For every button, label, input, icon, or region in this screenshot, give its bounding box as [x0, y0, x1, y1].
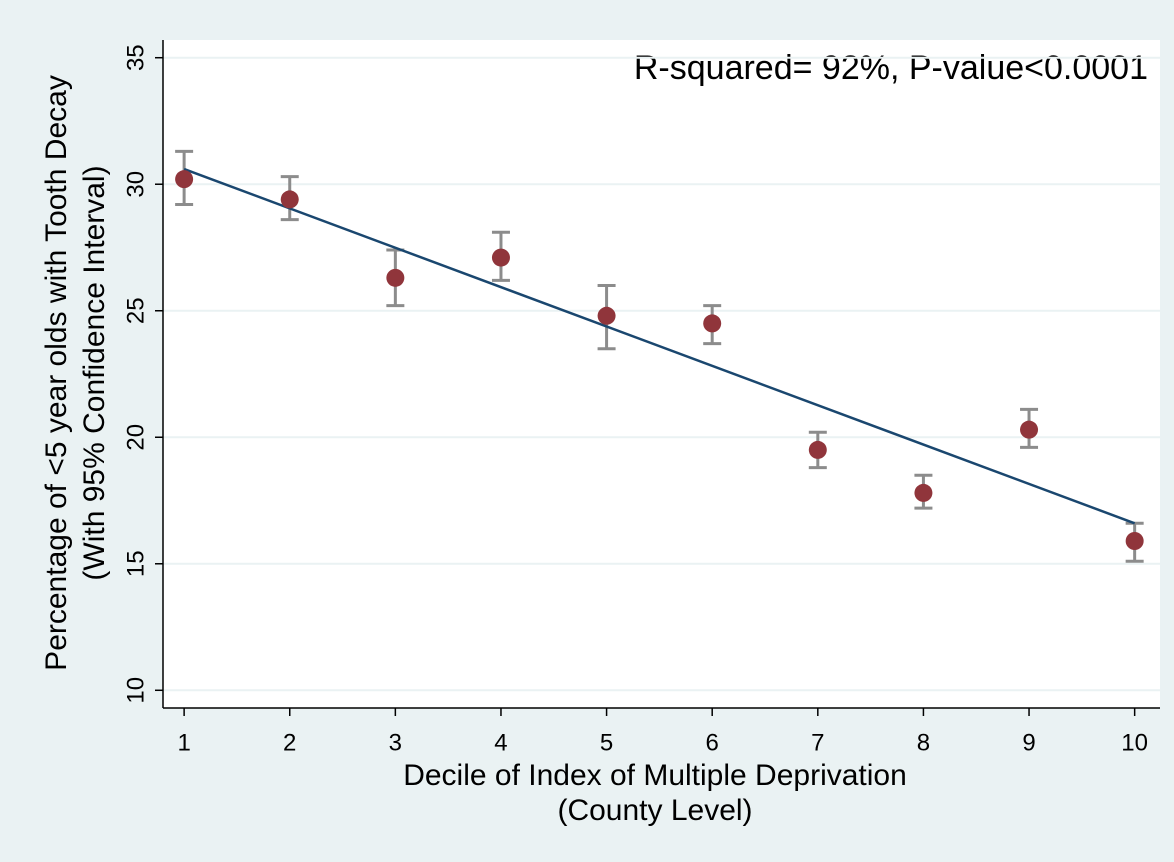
- point: [597, 306, 616, 325]
- x-tick-label: 6: [706, 729, 719, 756]
- y-tick-label: 30: [122, 171, 149, 198]
- y-tick-label: 10: [122, 677, 149, 704]
- x-axis-label: Decile of Index of Multiple Deprivation: [403, 759, 907, 792]
- point: [280, 190, 299, 209]
- x-tick-label: 10: [1121, 729, 1148, 756]
- y-axis-label: (With 95% Confidence Interval): [78, 165, 111, 580]
- point: [808, 440, 827, 459]
- plot-area: [163, 40, 1160, 708]
- x-tick-label: 4: [494, 729, 507, 756]
- fit-line: [183, 167, 1136, 525]
- y-tick-label: 35: [122, 44, 149, 71]
- y-tick-label: 15: [122, 550, 149, 577]
- point: [703, 314, 722, 333]
- point: [1020, 420, 1039, 439]
- point: [914, 483, 933, 502]
- x-axis-label: (County Level): [557, 794, 752, 827]
- x-tick-label: 7: [811, 729, 824, 756]
- x-tick-label: 9: [1022, 729, 1035, 756]
- point: [491, 248, 510, 267]
- x-tick-label: 5: [600, 729, 613, 756]
- point: [1125, 532, 1144, 550]
- x-tick-label: 1: [177, 729, 190, 756]
- point: [386, 268, 405, 287]
- y-tick-label: 20: [122, 424, 149, 451]
- point: [175, 170, 194, 189]
- x-tick-label: 3: [389, 729, 402, 756]
- x-tick-label: 2: [283, 729, 296, 756]
- x-tick-label: 8: [917, 729, 930, 756]
- y-tick-label: 25: [122, 297, 149, 324]
- annotation: R-squared= 92%, P-value<0.0001: [634, 49, 1148, 87]
- y-axis-label: Percentage of <5 year olds with Tooth De…: [40, 75, 73, 671]
